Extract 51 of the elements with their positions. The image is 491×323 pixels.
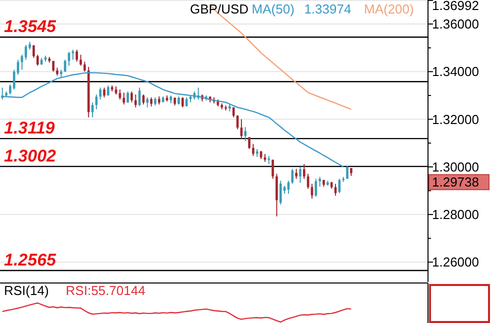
candlestick bbox=[76, 49, 78, 62]
candlestick bbox=[83, 61, 86, 72]
candlestick bbox=[99, 87, 102, 100]
y-tick-label: 1.36992 bbox=[432, 0, 479, 13]
y-tick-label: 1.28000 bbox=[432, 207, 479, 222]
candlestick bbox=[181, 96, 184, 108]
candlestick bbox=[346, 165, 348, 180]
candlestick bbox=[276, 173, 278, 217]
text: MA(50) bbox=[252, 1, 294, 16]
y-tick-label: 1.30000 bbox=[432, 159, 479, 174]
candlestick bbox=[150, 96, 152, 107]
line-series bbox=[2, 72, 344, 168]
candlestick bbox=[318, 176, 321, 188]
candlestick bbox=[314, 178, 318, 198]
candlestick bbox=[248, 136, 250, 150]
candlestick bbox=[146, 96, 149, 108]
candlestick bbox=[130, 90, 133, 103]
candlestick bbox=[103, 87, 106, 98]
candlestick bbox=[302, 164, 306, 180]
candlestick bbox=[279, 180, 282, 206]
candlestick bbox=[32, 44, 35, 58]
candlestick bbox=[107, 84, 110, 96]
y-tick-label: 1.36000 bbox=[432, 16, 479, 32]
ref-line-label: 1.2565 bbox=[4, 250, 57, 270]
candlestick bbox=[244, 126, 247, 142]
chart-title: GBP/USD bbox=[190, 1, 249, 16]
ref-line-label: 1.3545 bbox=[4, 17, 57, 36]
ref-line-label: 1.3119 bbox=[4, 118, 56, 138]
candlestick bbox=[291, 168, 294, 184]
candlestick bbox=[122, 92, 126, 106]
candlestick bbox=[36, 54, 39, 66]
candlestick bbox=[72, 49, 74, 60]
candlestick bbox=[118, 89, 122, 100]
candlestick bbox=[272, 159, 274, 180]
y-tick-label: 1.26000 bbox=[432, 254, 479, 270]
candlestick bbox=[252, 144, 254, 156]
chart-title: RSI(14) bbox=[4, 283, 49, 298]
y-tick-label: 1.34000 bbox=[432, 64, 479, 80]
candlestick bbox=[1, 87, 4, 100]
text: 1.29738 bbox=[432, 174, 479, 190]
ref-line-label: 1.3002 bbox=[4, 146, 57, 166]
candlestick bbox=[80, 54, 82, 66]
series-label: RSI:55.70144 bbox=[66, 283, 146, 298]
candlestick bbox=[299, 166, 302, 184]
candlestick bbox=[134, 94, 137, 108]
candlestick bbox=[24, 44, 28, 60]
y-tick-label: 1.32000 bbox=[432, 112, 479, 127]
annotation: 1.33974 bbox=[304, 1, 352, 16]
text: MA(200) bbox=[364, 1, 414, 16]
candlestick bbox=[95, 94, 98, 110]
candlestick bbox=[295, 168, 298, 180]
